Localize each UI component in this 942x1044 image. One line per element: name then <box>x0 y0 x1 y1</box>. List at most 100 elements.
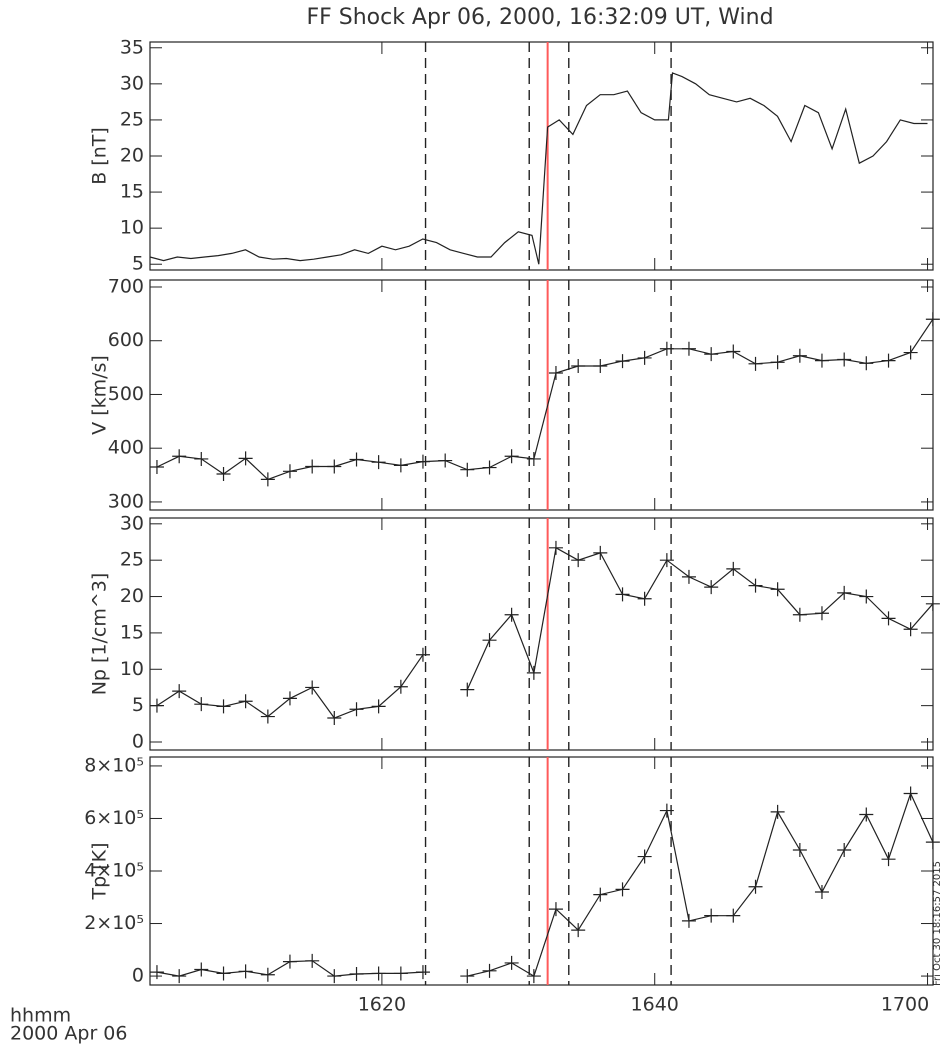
y-tick-label: 10 <box>120 217 144 239</box>
y-tick-label: 20 <box>120 145 144 167</box>
data-point <box>814 606 829 621</box>
data-point <box>925 596 940 611</box>
y-tick-label: 20 <box>120 585 144 607</box>
data-point <box>571 358 586 373</box>
data-point <box>393 458 408 473</box>
data-point <box>593 545 608 560</box>
data-point <box>349 966 364 981</box>
y-axis-label: V [km/s] <box>89 355 111 435</box>
y-tick-label: 0 <box>132 731 144 753</box>
data-point <box>149 965 164 980</box>
plot-frame <box>149 41 934 271</box>
data-point <box>770 582 785 597</box>
data-point <box>837 352 852 367</box>
x-unit: hhmm <box>10 1005 71 1027</box>
chart-title: FF Shock Apr 06, 2000, 16:32:09 UT, Wind <box>306 5 773 30</box>
data-point <box>681 913 696 928</box>
data-point <box>903 786 918 801</box>
data-point <box>814 885 829 900</box>
data-point <box>305 953 320 968</box>
data-point <box>238 451 253 466</box>
y-tick-label: 10 <box>120 658 144 680</box>
data-point <box>216 466 231 481</box>
data-point <box>726 908 741 923</box>
data-point <box>371 699 386 714</box>
data-point <box>681 569 696 584</box>
data-point <box>482 633 497 648</box>
data-point <box>593 887 608 902</box>
x-tick-label: 1620 <box>358 994 406 1016</box>
data-point <box>659 803 674 818</box>
data-point <box>881 852 896 867</box>
data-point <box>282 691 297 706</box>
data-point <box>149 460 164 475</box>
y-axis-label: B [nT] <box>89 127 111 185</box>
data-point <box>615 587 630 602</box>
data-point <box>194 962 209 977</box>
data-point <box>859 807 874 822</box>
data-point <box>305 680 320 695</box>
data-point <box>415 454 430 469</box>
data-point <box>837 842 852 857</box>
data-point <box>504 955 519 970</box>
data-line <box>149 72 928 265</box>
data-point <box>615 354 630 369</box>
data-point <box>726 344 741 359</box>
data-point <box>260 472 275 487</box>
data-point <box>859 356 874 371</box>
y-tick-label: 8×10⁵ <box>84 754 144 776</box>
data-point <box>260 967 275 982</box>
data-point <box>172 969 187 984</box>
data-point <box>659 341 674 356</box>
date-label: 2000 Apr 06 <box>10 1023 127 1044</box>
data-point <box>792 842 807 857</box>
data-point <box>460 682 475 697</box>
y-tick-label: 700 <box>108 275 144 297</box>
plot-frame <box>149 279 934 511</box>
data-point <box>704 347 719 362</box>
data-point <box>349 702 364 717</box>
data-point <box>903 345 918 360</box>
data-line <box>156 546 934 719</box>
data-point <box>172 449 187 464</box>
data-point <box>881 353 896 368</box>
data-point <box>548 540 563 555</box>
data-point <box>704 908 719 923</box>
x-tick-label: 1700 <box>881 994 929 1016</box>
y-tick-label: 25 <box>120 549 144 571</box>
y-axis-label: Np [1/cm^3] <box>89 573 111 696</box>
data-point <box>770 804 785 819</box>
data-point <box>593 358 608 373</box>
data-point <box>393 966 408 981</box>
data-point <box>748 356 763 371</box>
data-point <box>260 709 275 724</box>
data-point <box>415 647 430 662</box>
data-point <box>349 452 364 467</box>
data-point <box>615 882 630 897</box>
y-tick-label: 15 <box>120 181 144 203</box>
data-point <box>282 464 297 479</box>
data-point <box>837 585 852 600</box>
data-point <box>526 969 541 984</box>
data-point <box>814 353 829 368</box>
data-point <box>393 679 408 694</box>
plot-frame <box>149 517 934 751</box>
y-tick-label: 6×10⁵ <box>84 807 144 829</box>
data-point <box>726 561 741 576</box>
data-point <box>194 451 209 466</box>
data-line <box>156 318 934 481</box>
data-point <box>371 966 386 981</box>
data-point <box>238 964 253 979</box>
x-tick-label: 1640 <box>631 994 679 1016</box>
data-point <box>504 607 519 622</box>
data-point <box>238 694 253 709</box>
y-tick-label: 30 <box>120 512 144 534</box>
data-point <box>637 591 652 606</box>
data-point <box>526 451 541 466</box>
data-point <box>770 355 785 370</box>
data-point <box>859 589 874 604</box>
data-point <box>792 348 807 363</box>
data-point <box>482 460 497 475</box>
data-point <box>438 453 453 468</box>
